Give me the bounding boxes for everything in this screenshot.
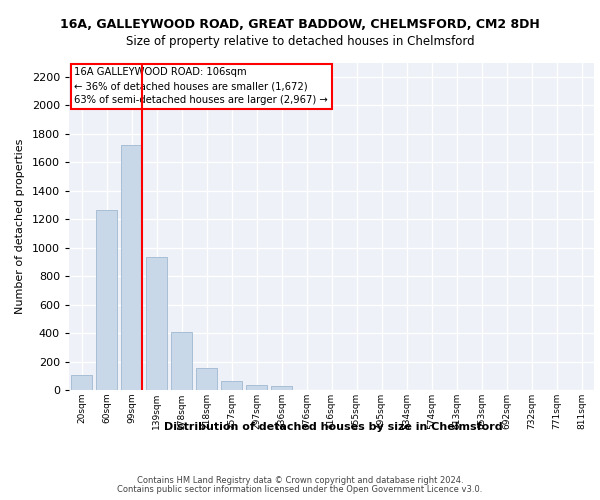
Text: 16A GALLEYWOOD ROAD: 106sqm
← 36% of detached houses are smaller (1,672)
63% of : 16A GALLEYWOOD ROAD: 106sqm ← 36% of det… [74, 68, 328, 106]
Y-axis label: Number of detached properties: Number of detached properties [15, 138, 25, 314]
Bar [196, 368, 217, 390]
Bar [271, 386, 292, 390]
Bar [171, 332, 192, 390]
Text: Distribution of detached houses by size in Chelmsford: Distribution of detached houses by size … [164, 422, 502, 432]
Text: Contains public sector information licensed under the Open Government Licence v3: Contains public sector information licen… [118, 485, 482, 494]
Bar [121, 145, 142, 390]
Bar [221, 380, 242, 390]
Text: Contains HM Land Registry data © Crown copyright and database right 2024.: Contains HM Land Registry data © Crown c… [137, 476, 463, 485]
Text: 16A, GALLEYWOOD ROAD, GREAT BADDOW, CHELMSFORD, CM2 8DH: 16A, GALLEYWOOD ROAD, GREAT BADDOW, CHEL… [60, 18, 540, 30]
Bar [146, 257, 167, 390]
Text: Size of property relative to detached houses in Chelmsford: Size of property relative to detached ho… [125, 35, 475, 48]
Bar [96, 210, 117, 390]
Bar [246, 384, 267, 390]
Bar [71, 374, 92, 390]
